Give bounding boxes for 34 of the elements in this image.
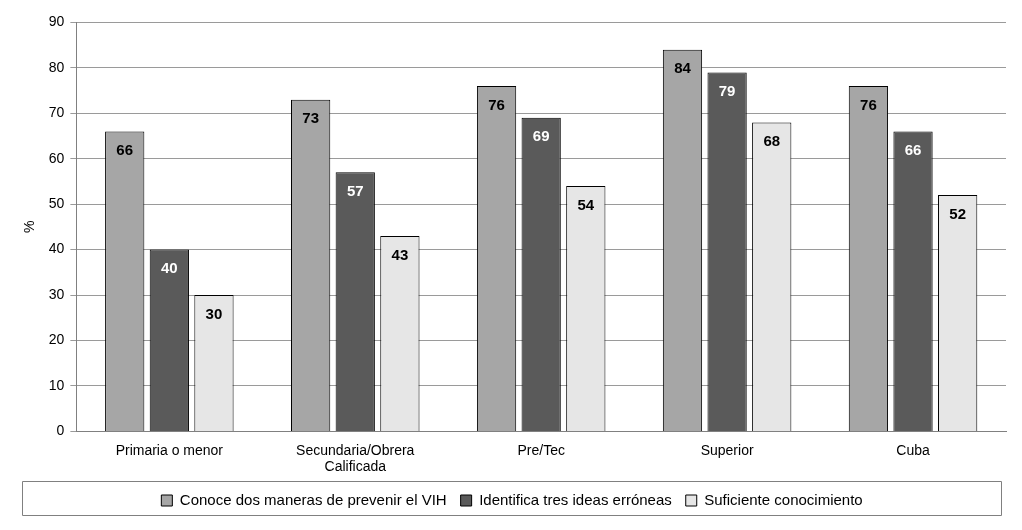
x-tick-label: Pre/Tec [517, 441, 565, 458]
y-tick-label: 30 [48, 285, 65, 302]
data-label: 73 [302, 109, 319, 127]
legend-label: Identifica tres ideas erróneas [479, 490, 672, 508]
x-tick-label: Primaria o menor [115, 441, 224, 458]
y-tick-label: 80 [48, 58, 65, 75]
data-label: 76 [860, 95, 877, 113]
data-label: 84 [674, 59, 692, 77]
y-tick-label: 40 [48, 240, 65, 257]
y-tick-label: 50 [48, 195, 65, 212]
y-tick-label: 20 [48, 331, 65, 348]
data-label: 66 [904, 141, 922, 159]
data-label: 68 [763, 132, 781, 150]
x-tick-label: Secundaria/Obrera Calificada [296, 441, 415, 475]
y-tick-label: 70 [48, 104, 65, 121]
data-label: 30 [205, 304, 223, 322]
data-label: 57 [346, 182, 364, 200]
data-label: 69 [532, 127, 550, 145]
data-label: 43 [391, 245, 409, 263]
x-tick-label: Cuba [896, 441, 930, 458]
y-tick-label: 60 [48, 149, 65, 166]
y-tick-label: 10 [48, 376, 65, 393]
data-label: 40 [160, 259, 178, 277]
data-label: 79 [718, 82, 736, 100]
y-axis-title: % [21, 220, 38, 234]
data-label: 76 [488, 95, 505, 113]
y-tick-label: 90 [48, 13, 65, 30]
data-label: 52 [949, 204, 966, 222]
legend-label: Conoce dos maneras de prevenir el VIH [179, 490, 447, 508]
x-tick-label: Superior [700, 441, 754, 458]
data-label: 54 [577, 195, 595, 213]
data-label: 66 [116, 141, 134, 159]
legend-label: Suficiente conocimiento [704, 490, 863, 508]
y-tick-label: 0 [56, 422, 65, 439]
